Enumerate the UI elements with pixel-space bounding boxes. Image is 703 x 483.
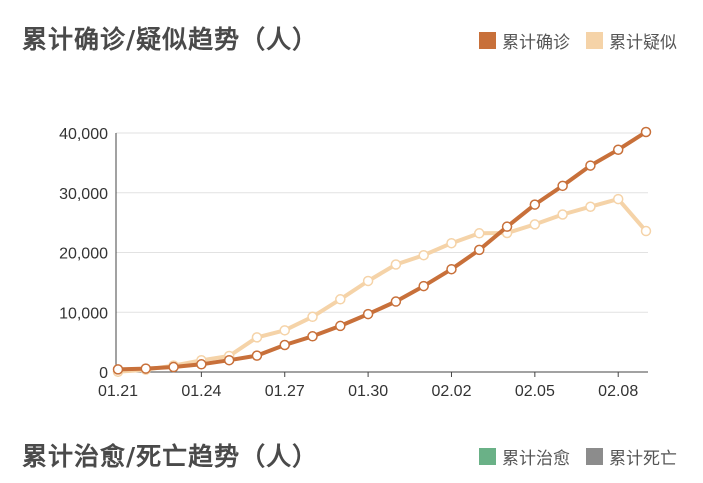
legend-item-cured[interactable]: 累计治愈	[479, 444, 570, 469]
x-tick-label: 01.30	[348, 383, 388, 400]
series-point-1	[251, 332, 263, 343]
legend-swatch-confirmed	[479, 32, 496, 49]
legend-label-confirmed: 累计确诊	[502, 33, 570, 53]
series-point-1	[307, 311, 318, 323]
y-tick-label: 0	[99, 365, 108, 382]
x-tick-label: 01.21	[98, 383, 138, 400]
series-point-0	[140, 363, 152, 374]
series-point-1	[362, 275, 374, 287]
series-point-1	[335, 294, 346, 305]
legend-swatch-dead	[586, 448, 603, 465]
y-tick-label: 30,000	[59, 186, 108, 203]
series-line-0	[117, 130, 648, 372]
x-tick-label: 02.08	[598, 383, 638, 400]
series-point-0	[418, 280, 429, 292]
series-point-0	[557, 180, 568, 192]
x-tick-label: 02.05	[515, 383, 555, 400]
series-point-0	[112, 364, 124, 375]
legend-label-suspected: 累计疑似	[609, 33, 677, 53]
x-tick-label: 02.02	[431, 383, 471, 400]
series-point-1	[640, 225, 652, 237]
x-tick-label: 01.24	[181, 383, 221, 400]
legend-label-cured: 累计治愈	[502, 449, 570, 469]
series-point-1	[474, 228, 485, 239]
legend-item-confirmed[interactable]: 累计确诊	[479, 28, 570, 53]
y-tick-label: 20,000	[59, 246, 108, 263]
line-chart: 0 10,000 20,000 30,000 40,000 01.21 01.24 01.27…	[59, 126, 652, 400]
second-panel-legend: 累计治愈 累计死亡	[479, 444, 677, 469]
series-point-1	[612, 193, 624, 205]
series-point-0	[279, 339, 290, 351]
legend-swatch-cured	[479, 448, 496, 465]
series-point-0	[196, 359, 207, 370]
series-point-1	[557, 209, 568, 220]
y-tick-label: 40,000	[59, 126, 108, 143]
series-point-0	[223, 354, 235, 366]
series-point-1	[279, 325, 290, 336]
series-point-0	[168, 361, 179, 373]
legend-label-dead: 累计死亡	[609, 449, 677, 469]
series-point-0	[612, 144, 624, 155]
series-point-0	[307, 331, 318, 342]
series-point-0	[529, 199, 541, 210]
series-point-0	[390, 296, 402, 307]
x-tick-label: 01.27	[265, 383, 305, 400]
chart-title: 累计确诊/疑似趋势（人）	[22, 25, 319, 54]
series-point-1	[418, 249, 429, 261]
series-point-0	[446, 263, 457, 275]
series-point-1	[390, 259, 402, 270]
series-point-1	[529, 219, 541, 230]
chart-legend: 累计确诊 累计疑似	[479, 28, 677, 53]
series-point-1	[585, 201, 596, 212]
series-point-0	[335, 320, 346, 332]
legend-item-dead[interactable]: 累计死亡	[586, 444, 677, 469]
series-point-0	[501, 221, 513, 232]
legend-item-suspected[interactable]: 累计疑似	[586, 28, 677, 53]
series-line-1	[117, 197, 648, 374]
series-point-0	[251, 350, 263, 361]
series-point-1	[446, 237, 457, 249]
series-point-0	[640, 126, 652, 138]
series-point-0	[585, 160, 596, 171]
series-point-0	[362, 308, 374, 320]
series-point-0	[474, 244, 485, 256]
second-panel-title: 累计治愈/死亡趋势（人）	[22, 442, 319, 471]
legend-swatch-suspected	[586, 32, 603, 49]
y-tick-label: 10,000	[59, 305, 108, 322]
